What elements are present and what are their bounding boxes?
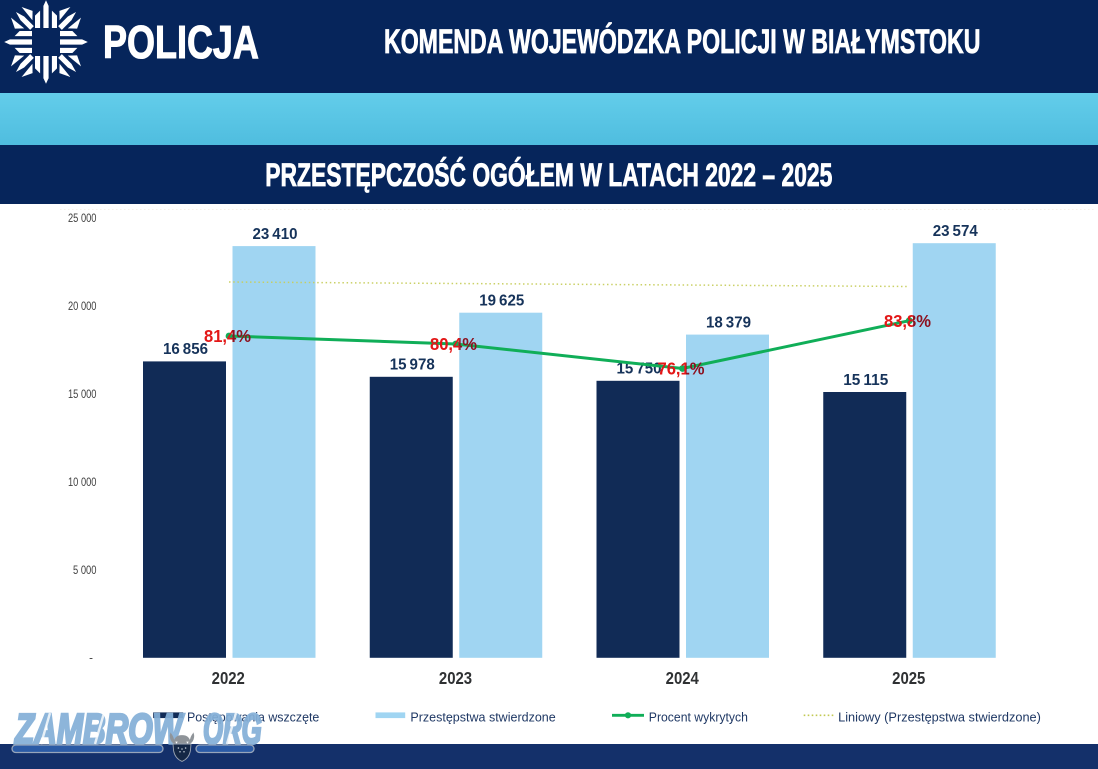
- svg-text:15 115: 15 115: [843, 372, 888, 389]
- svg-text:83,8%: 83,8%: [884, 311, 931, 331]
- svg-text:5 000: 5 000: [73, 565, 97, 577]
- svg-text:19 625: 19 625: [479, 293, 524, 310]
- svg-text:23 574: 23 574: [933, 223, 978, 240]
- svg-text:80,4%: 80,4%: [430, 334, 477, 354]
- svg-text:2022: 2022: [212, 668, 245, 688]
- svg-text:2023: 2023: [439, 668, 472, 688]
- svg-text:16 856: 16 856: [163, 341, 208, 358]
- svg-text:Procent wykrytych: Procent wykrytych: [649, 710, 748, 724]
- svg-text:10 000: 10 000: [68, 477, 97, 489]
- svg-text:15 000: 15 000: [68, 389, 97, 401]
- svg-text:Postępowania wszczęte: Postępowania wszczęte: [187, 710, 319, 724]
- svg-text:76,1%: 76,1%: [658, 359, 705, 379]
- svg-text:25 000: 25 000: [68, 213, 97, 225]
- svg-text:23 410: 23 410: [253, 226, 298, 243]
- svg-text:20 000: 20 000: [68, 301, 97, 313]
- svg-text:18 379: 18 379: [706, 314, 751, 331]
- svg-text:Liniowy (Przestępstwa stwierdz: Liniowy (Przestępstwa stwierdzone): [838, 710, 1041, 724]
- svg-text:81,4%: 81,4%: [204, 326, 251, 346]
- svg-text:15 978: 15 978: [390, 357, 435, 374]
- svg-text:81,4%: 81,4%: [204, 326, 251, 346]
- svg-text:2025: 2025: [892, 668, 925, 688]
- svg-text:-: -: [89, 653, 93, 665]
- svg-text:2024: 2024: [666, 668, 699, 688]
- svg-text:Przestępstwa stwierdzone: Przestępstwa stwierdzone: [410, 710, 555, 724]
